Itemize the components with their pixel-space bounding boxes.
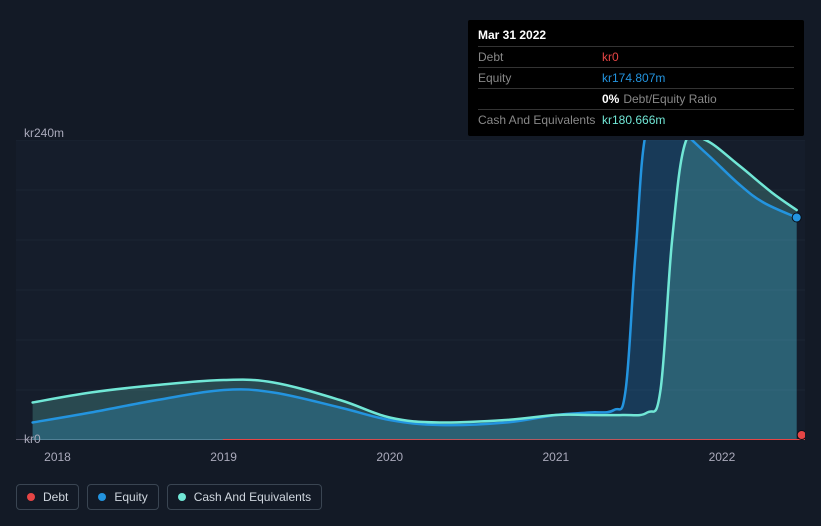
x-axis-label: 2022 xyxy=(709,450,736,464)
x-axis-label: 2020 xyxy=(376,450,403,464)
y-axis-label: kr240m xyxy=(24,126,64,140)
x-axis-label: 2019 xyxy=(210,450,237,464)
tooltip-label: Debt xyxy=(478,49,602,65)
circle-icon xyxy=(178,493,186,501)
legend-label: Debt xyxy=(43,490,68,504)
circle-icon xyxy=(27,493,35,501)
tooltip-date: Mar 31 2022 xyxy=(478,26,794,46)
ratio-pct: 0% xyxy=(602,92,619,106)
legend-item-debt[interactable]: Debt xyxy=(16,484,79,510)
legend-label: Cash And Equivalents xyxy=(194,490,311,504)
tooltip-ratio: 0% Debt/Equity Ratio xyxy=(602,91,717,107)
chart-area[interactable]: kr0 kr240m 2018 2019 2020 2021 2022 xyxy=(16,120,805,500)
chart-svg xyxy=(16,140,805,440)
tooltip-value-debt: kr0 xyxy=(602,49,619,65)
x-axis-label: 2021 xyxy=(542,450,569,464)
tooltip-row-ratio: 0% Debt/Equity Ratio xyxy=(478,88,794,109)
chart-tooltip: Mar 31 2022 Debt kr0 Equity kr174.807m 0… xyxy=(468,20,804,136)
tooltip-label-empty xyxy=(478,91,602,107)
legend-item-equity[interactable]: Equity xyxy=(87,484,158,510)
legend: Debt Equity Cash And Equivalents xyxy=(16,484,322,510)
x-axis-label: 2018 xyxy=(44,450,71,464)
ratio-label: Debt/Equity Ratio xyxy=(623,92,716,106)
circle-icon xyxy=(98,493,106,501)
tooltip-row-equity: Equity kr174.807m xyxy=(478,67,794,88)
tooltip-row-debt: Debt kr0 xyxy=(478,46,794,67)
y-axis-label: kr0 xyxy=(24,432,41,446)
tooltip-value-equity: kr174.807m xyxy=(602,70,665,86)
legend-label: Equity xyxy=(114,490,147,504)
tooltip-label: Equity xyxy=(478,70,602,86)
legend-item-cash[interactable]: Cash And Equivalents xyxy=(167,484,322,510)
